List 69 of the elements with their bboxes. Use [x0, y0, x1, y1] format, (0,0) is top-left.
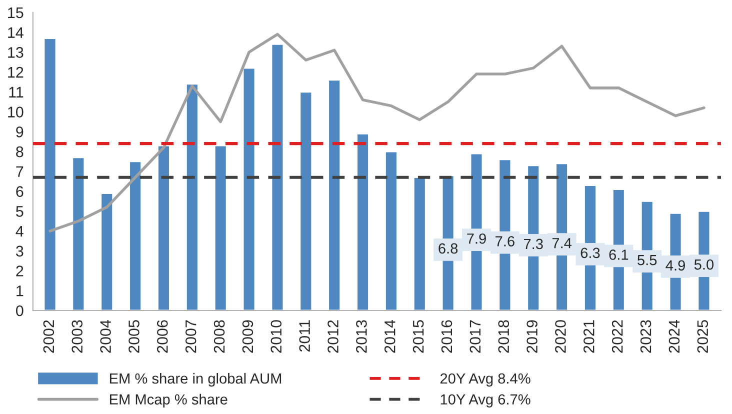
y-tick-label: 8 [16, 146, 24, 158]
x-tick-label: 2008 [214, 320, 225, 353]
y-tick-label: 6 [16, 186, 24, 197]
y-tick-label: 9 [16, 126, 24, 138]
bar [299, 91, 313, 310]
x-tick-label: 2023 [640, 320, 652, 353]
data-label: 7.6 [496, 236, 514, 246]
legend-label: EM Mcap % share [110, 394, 228, 408]
x-tick-label: 2017 [470, 320, 481, 353]
x-tick-label: 2010 [270, 320, 282, 353]
y-tick-label: 3 [16, 246, 24, 257]
data-label: 6.3 [580, 248, 600, 258]
y-tick-label: 13 [8, 47, 24, 58]
y-tick-label: 14 [8, 27, 24, 38]
data-label: 6.8 [438, 243, 458, 254]
x-tick-label: 2024 [668, 320, 680, 353]
x-tick-label: 2021 [584, 320, 594, 353]
bar [128, 160, 142, 310]
bar [43, 38, 57, 310]
bar [270, 44, 284, 310]
y-tick-label: 4 [16, 226, 24, 237]
data-label: 7.9 [467, 233, 486, 244]
y-tick-label: 0 [16, 305, 24, 316]
y-tick-label: 12 [8, 66, 24, 78]
y-tick-label: 1 [16, 286, 24, 296]
x-tick-label: 2011 [299, 320, 310, 352]
x-tick-label: 2002 [43, 320, 54, 353]
y-tick-label: 15 [8, 7, 24, 18]
x-tick-label: 2012 [328, 320, 338, 353]
bar [72, 156, 86, 310]
x-tick-label: 2003 [72, 320, 83, 353]
x-tick-label: 2022 [612, 320, 623, 353]
line-series [48, 32, 706, 232]
x-tick-label: 2018 [498, 320, 510, 353]
data-label: 4.9 [666, 260, 685, 271]
x-tick-label: 2016 [441, 320, 452, 353]
x-tick-label: 2019 [526, 320, 538, 353]
data-label: 7.4 [552, 238, 572, 248]
bar [157, 144, 170, 310]
bar [356, 132, 370, 310]
bar [100, 192, 114, 310]
legend-label: 10Y Avg 6.7% [440, 394, 530, 408]
y-tick-label: 11 [9, 86, 24, 98]
x-tick-label: 2020 [555, 320, 566, 353]
data-label: 6.1 [609, 250, 628, 260]
x-tick-label: 2004 [100, 320, 111, 353]
data-label: 5.0 [694, 259, 714, 270]
bar [328, 79, 341, 310]
x-tick-label: 2005 [128, 320, 140, 353]
bar [412, 176, 426, 310]
legend-label: 20Y Avg 8.4% [440, 373, 530, 387]
x-tick-label: 2014 [384, 320, 396, 353]
y-tick-label: 2 [16, 266, 24, 276]
x-tick-label: 2025 [697, 320, 708, 353]
y-tick-label: 5 [16, 206, 24, 217]
bar [242, 67, 256, 310]
x-tick-label: 2013 [356, 320, 367, 353]
legend-label: EM % share in global AUM [110, 372, 282, 387]
x-tick-label: 2007 [185, 320, 196, 353]
data-label: 5.5 [638, 255, 657, 266]
y-tick-label: 10 [8, 106, 24, 118]
bar [214, 144, 228, 310]
x-tick-label: 2006 [157, 320, 168, 353]
x-tick-label: 2009 [242, 320, 254, 353]
bar [186, 83, 199, 310]
x-tick-label: 2015 [412, 320, 424, 353]
y-tick-label: 7 [16, 166, 24, 177]
data-label: 7.3 [524, 238, 543, 250]
bar [384, 150, 398, 310]
